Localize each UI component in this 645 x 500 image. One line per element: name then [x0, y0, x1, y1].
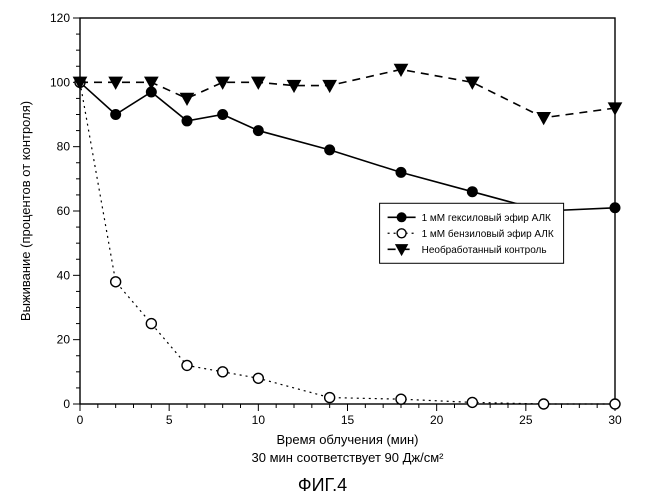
svg-text:Выживание (процентов от контро: Выживание (процентов от контроля)	[18, 101, 33, 321]
svg-text:40: 40	[57, 268, 71, 282]
svg-text:80: 80	[57, 140, 71, 154]
svg-text:100: 100	[50, 75, 70, 89]
svg-text:1 мМ бензиловый эфир АЛК: 1 мМ бензиловый эфир АЛК	[422, 228, 554, 240]
svg-text:30: 30	[608, 413, 622, 427]
svg-text:10: 10	[252, 413, 266, 427]
svg-text:25: 25	[519, 413, 533, 427]
svg-text:0: 0	[63, 397, 70, 411]
svg-text:60: 60	[57, 204, 71, 218]
svg-text:120: 120	[50, 11, 70, 25]
svg-text:1 мМ гексиловый эфир АЛК: 1 мМ гексиловый эфир АЛК	[422, 212, 551, 224]
series-hexyl	[75, 77, 620, 216]
svg-text:5: 5	[166, 413, 173, 427]
svg-text:20: 20	[430, 413, 444, 427]
svg-text:0: 0	[77, 413, 84, 427]
svg-text:20: 20	[57, 333, 71, 347]
svg-text:15: 15	[341, 413, 355, 427]
svg-text:Время облучения (мин): Время облучения (мин)	[276, 432, 418, 447]
svg-text:30 мин соответствует 90 Дж/см²: 30 мин соответствует 90 Дж/см²	[252, 450, 445, 465]
legend: 1 мМ гексиловый эфир АЛК 1 мМ бензиловый …	[380, 203, 564, 263]
figure-caption: ФИГ.4	[0, 475, 645, 496]
survival-chart: 0 5 10 15 20 25 30 0 20 40 60 80 100 120 Время облучен…	[0, 0, 645, 478]
svg-text:Необработанный контроль: Необработанный контроль	[422, 244, 547, 256]
